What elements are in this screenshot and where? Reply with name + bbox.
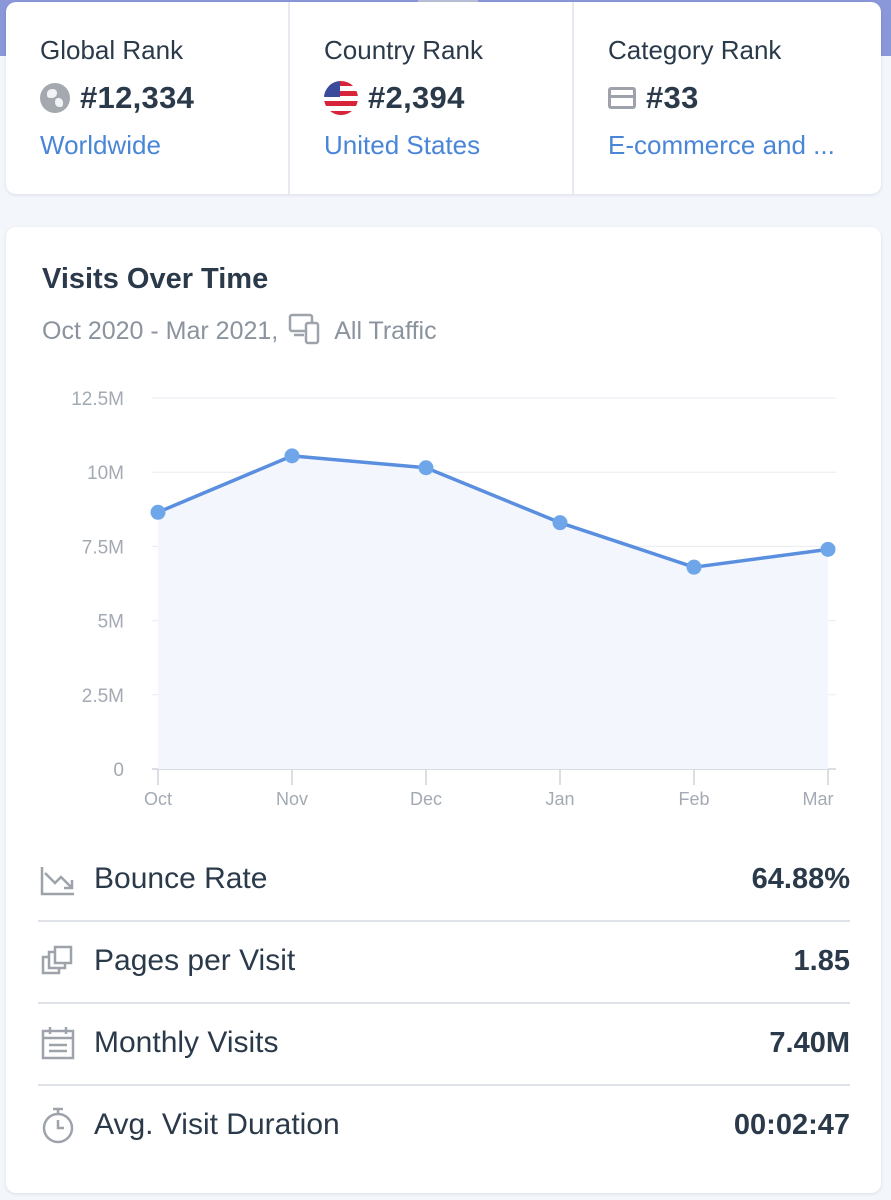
data-point xyxy=(552,515,568,531)
x-tick-label: Feb xyxy=(678,789,709,809)
pages-icon xyxy=(38,941,78,981)
chart-title: Visits Over Time xyxy=(42,263,269,295)
y-tick-label: 12.5M xyxy=(71,389,124,410)
category-rank-title: Category Rank xyxy=(608,35,782,65)
series-line xyxy=(157,454,829,569)
avg-duration-value: 00:02:47 xyxy=(733,1108,850,1141)
chart-subtitle: Oct 2020 - Mar 2021, All Traffic xyxy=(42,311,437,352)
x-tick-label: Nov xyxy=(276,789,308,809)
bounce-rate-row: Bounce Rate 64.88% xyxy=(38,838,850,922)
data-point xyxy=(820,541,836,557)
pages-per-visit-value: 1.85 xyxy=(793,944,850,977)
country-rank-title: Country Rank xyxy=(324,35,483,65)
devices-icon xyxy=(288,311,322,352)
y-tick-label: 0 xyxy=(113,760,124,781)
x-tick-label: Dec xyxy=(410,789,442,809)
category-rank: Category Rank #33 E-commerce and ... xyxy=(574,2,881,194)
visits-card: Visits Over Time Oct 2020 - Mar 2021, Al… xyxy=(6,227,881,1193)
category-link[interactable]: E-commerce and ... xyxy=(608,130,835,160)
bounce-rate-label: Bounce Rate xyxy=(94,862,268,895)
country-rank-value: #2,394 xyxy=(368,80,465,115)
pages-per-visit-label: Pages per Visit xyxy=(94,944,296,977)
category-icon xyxy=(608,87,636,109)
category-rank-value: #33 xyxy=(646,80,699,115)
y-tick-label: 7.5M xyxy=(82,537,124,558)
data-point xyxy=(418,460,434,476)
y-tick-label: 5M xyxy=(98,612,124,633)
global-rank-title: Global Rank xyxy=(40,35,184,65)
stopwatch-icon xyxy=(38,1105,78,1145)
data-point xyxy=(686,559,702,575)
us-flag-icon xyxy=(324,81,358,115)
pages-per-visit-row: Pages per Visit 1.85 xyxy=(38,920,850,1004)
monthly-visits-row: Monthly Visits 7.40M xyxy=(38,1002,850,1086)
monthly-visits-value: 7.40M xyxy=(769,1026,850,1059)
country-link[interactable]: United States xyxy=(324,130,481,160)
global-rank-value: #12,334 xyxy=(80,80,195,115)
global-rank: Global Rank #12,334 Worldwide xyxy=(6,2,290,194)
data-point xyxy=(284,448,300,464)
x-tick-label: Oct xyxy=(144,789,172,809)
bounce-rate-value: 64.88% xyxy=(751,862,850,895)
traffic-type: All Traffic xyxy=(334,317,437,345)
data-point xyxy=(150,504,166,520)
y-tick-label: 2.5M xyxy=(82,686,124,707)
rank-card: Global Rank #12,334 Worldwide Country Ra… xyxy=(6,2,881,194)
visits-chart: 0 2.5M 5M 7.5M 10M 12.5M Oct Nov Dec Jan Feb Mar xyxy=(71,389,836,809)
country-rank: Country Rank #2,394 United States xyxy=(290,2,574,194)
x-tick-label: Jan xyxy=(545,789,574,809)
avg-duration-row: Avg. Visit Duration 00:02:47 xyxy=(38,1084,850,1166)
globe-icon xyxy=(40,83,70,113)
bounce-trend-icon xyxy=(38,859,78,899)
y-tick-label: 10M xyxy=(87,463,124,484)
x-tick-label: Mar xyxy=(803,789,834,809)
calendar-icon xyxy=(38,1023,78,1063)
worldwide-link[interactable]: Worldwide xyxy=(40,130,161,160)
date-range: Oct 2020 - Mar 2021, xyxy=(42,317,279,345)
monthly-visits-label: Monthly Visits xyxy=(94,1026,279,1059)
series-area xyxy=(158,455,828,769)
avg-duration-label: Avg. Visit Duration xyxy=(94,1108,340,1141)
